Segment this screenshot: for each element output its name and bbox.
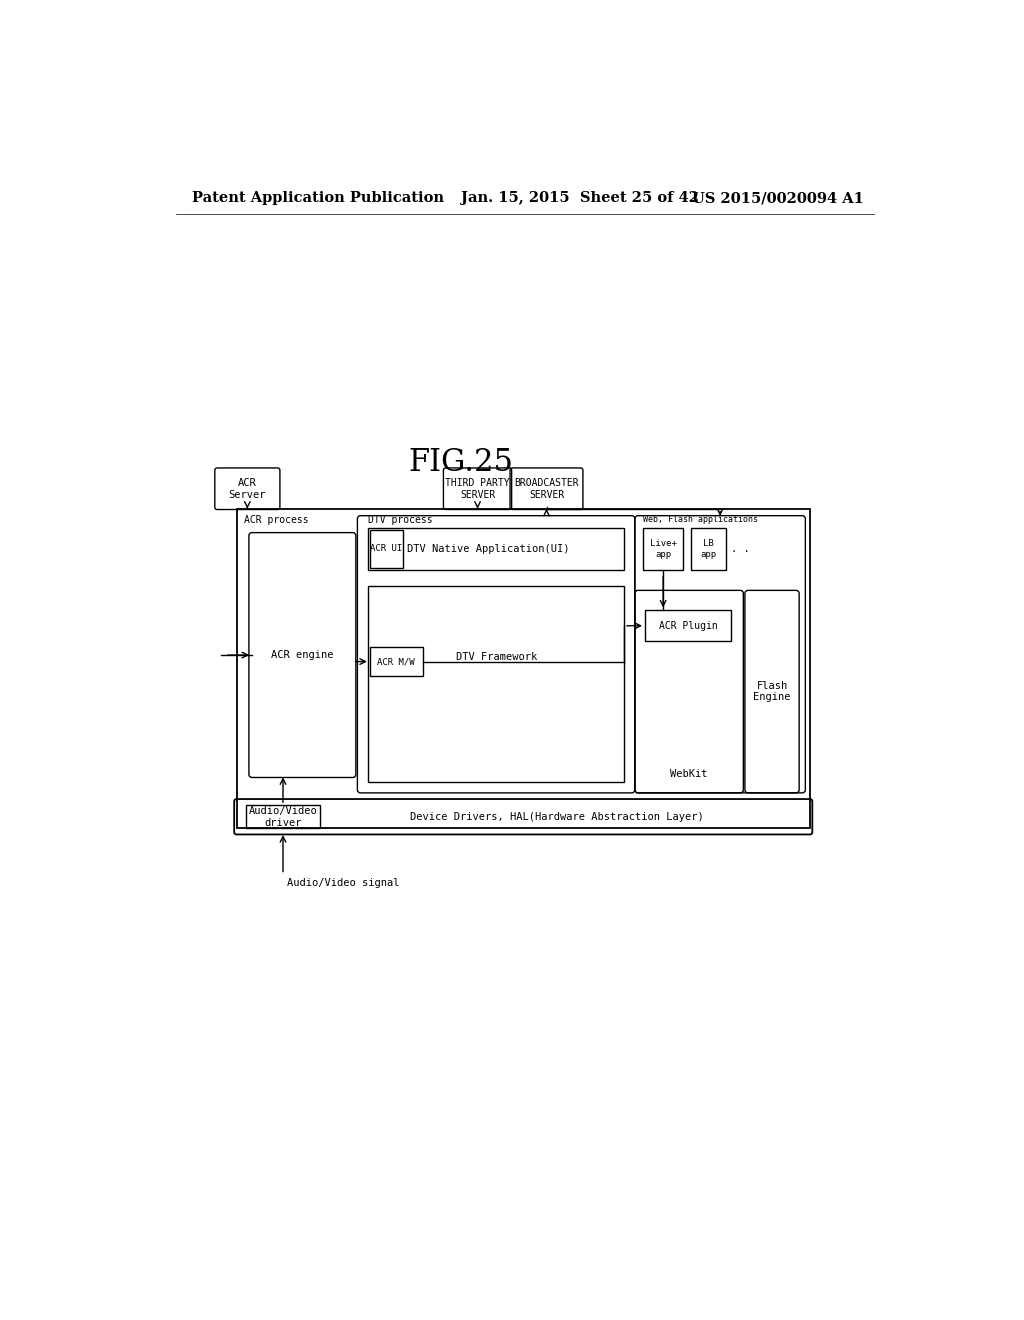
Text: ACR process: ACR process (245, 515, 309, 525)
Text: Flash
Engine: Flash Engine (754, 681, 791, 702)
Text: Live+
app: Live+ app (649, 540, 677, 558)
Bar (237, 508, 810, 829)
Text: Web, Flash applications: Web, Flash applications (643, 515, 759, 524)
Text: LB
app: LB app (700, 540, 717, 558)
Bar (370, 647, 423, 676)
Bar (690, 528, 726, 570)
Text: ACR Plugin: ACR Plugin (658, 620, 718, 631)
Bar (370, 529, 403, 568)
Text: Audio/Video signal: Audio/Video signal (287, 878, 399, 888)
Text: Audio/Video
driver: Audio/Video driver (249, 807, 317, 828)
Text: DTV process: DTV process (369, 515, 433, 525)
Text: Jan. 15, 2015  Sheet 25 of 42: Jan. 15, 2015 Sheet 25 of 42 (461, 191, 699, 206)
Text: DTV Framework: DTV Framework (456, 652, 537, 661)
Text: WebKit: WebKit (671, 770, 708, 779)
Text: Patent Application Publication: Patent Application Publication (191, 191, 443, 206)
Text: ACR UI: ACR UI (371, 544, 402, 553)
Text: DTV Native Application(UI): DTV Native Application(UI) (407, 544, 569, 554)
Text: US 2015/0020094 A1: US 2015/0020094 A1 (692, 191, 864, 206)
Text: ACR engine: ACR engine (271, 649, 334, 660)
Text: Device Drivers, HAL(Hardware Abstraction Layer): Device Drivers, HAL(Hardware Abstraction… (411, 812, 705, 822)
Text: ACR M/W: ACR M/W (377, 657, 415, 667)
Text: . .: . . (731, 544, 750, 554)
Text: ACR
Server: ACR Server (228, 478, 266, 499)
Text: FIG.25: FIG.25 (409, 447, 514, 478)
Bar (645, 610, 731, 642)
Bar (369, 528, 624, 570)
Text: THIRD PARTY
SERVER: THIRD PARTY SERVER (445, 478, 510, 499)
Bar (246, 805, 321, 829)
Bar (643, 528, 683, 570)
Bar (369, 586, 624, 781)
Text: BROADCASTER
SERVER: BROADCASTER SERVER (514, 478, 579, 499)
